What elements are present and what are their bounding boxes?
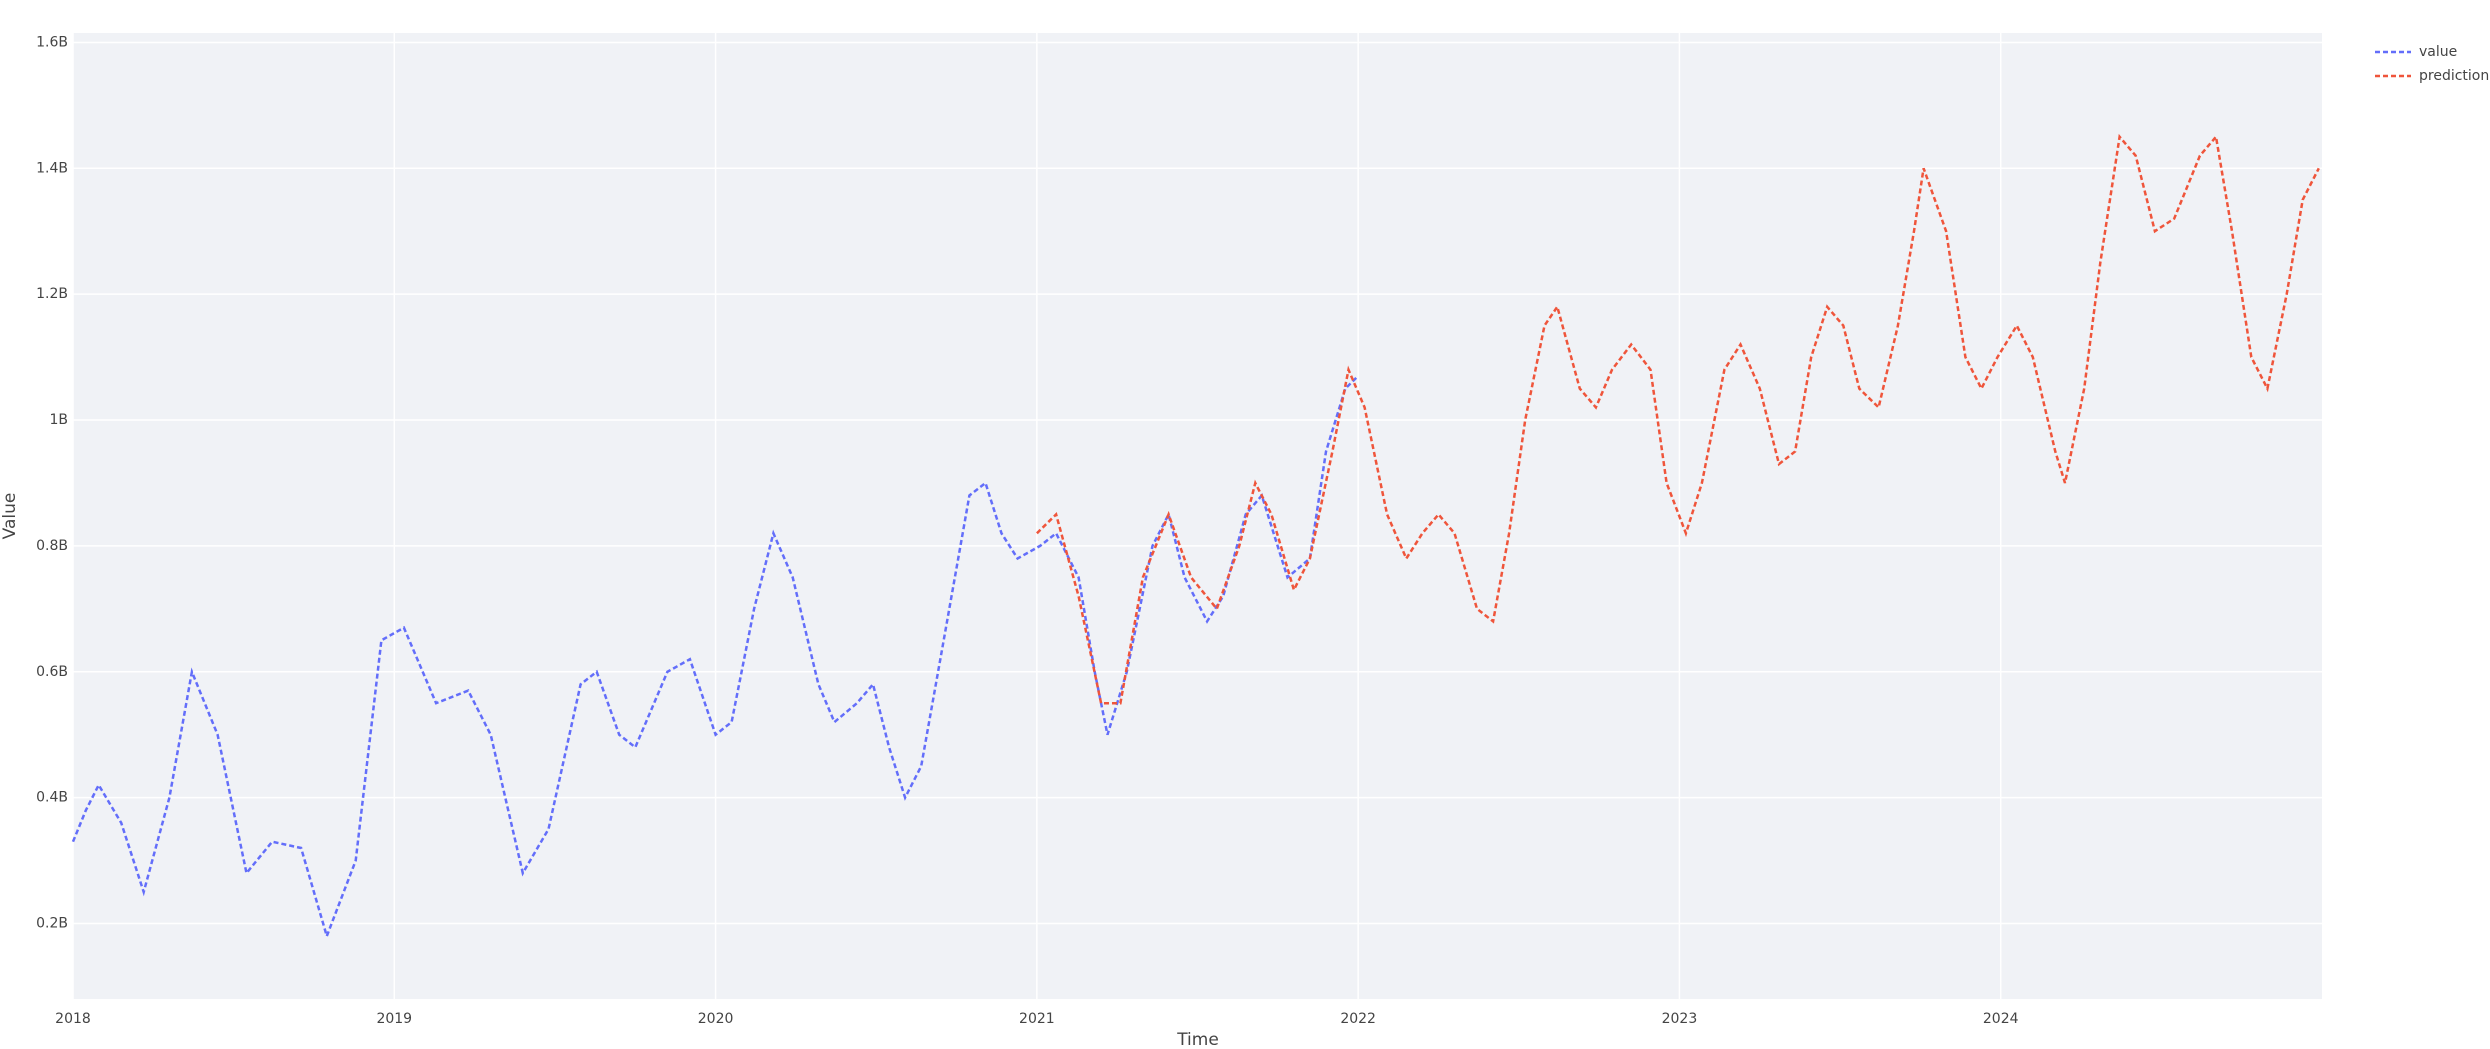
x-tick-label: 2021	[1019, 1011, 1055, 1027]
y-tick-label: 0.2B	[36, 915, 68, 931]
plot-area	[73, 33, 2322, 999]
x-tick-label: 2018	[55, 1011, 91, 1027]
series-line	[1036, 133, 2320, 705]
x-tick-label: 2019	[376, 1011, 412, 1027]
y-axis-title: Value	[0, 493, 20, 540]
y-tick-label: 0.4B	[36, 790, 68, 806]
y-tick-label: 1.2B	[36, 286, 68, 302]
x-tick-label: 2023	[1662, 1011, 1698, 1027]
legend-label: prediction	[2419, 68, 2489, 84]
x-tick-label: 2024	[1983, 1011, 2019, 1027]
y-tick-label: 0.6B	[36, 664, 68, 680]
y-tick-label: 0.8B	[36, 538, 68, 554]
y-tick-label: 1.6B	[36, 34, 68, 50]
series-line	[71, 375, 1359, 941]
y-tick-label: 1B	[49, 412, 68, 428]
x-tick-label: 2020	[698, 1011, 734, 1027]
x-tick-label: 2022	[1340, 1011, 1376, 1027]
y-tick-label: 1.4B	[36, 160, 68, 176]
x-axis-title: Time	[1176, 1030, 1219, 1049]
legend-label: value	[2419, 44, 2457, 60]
